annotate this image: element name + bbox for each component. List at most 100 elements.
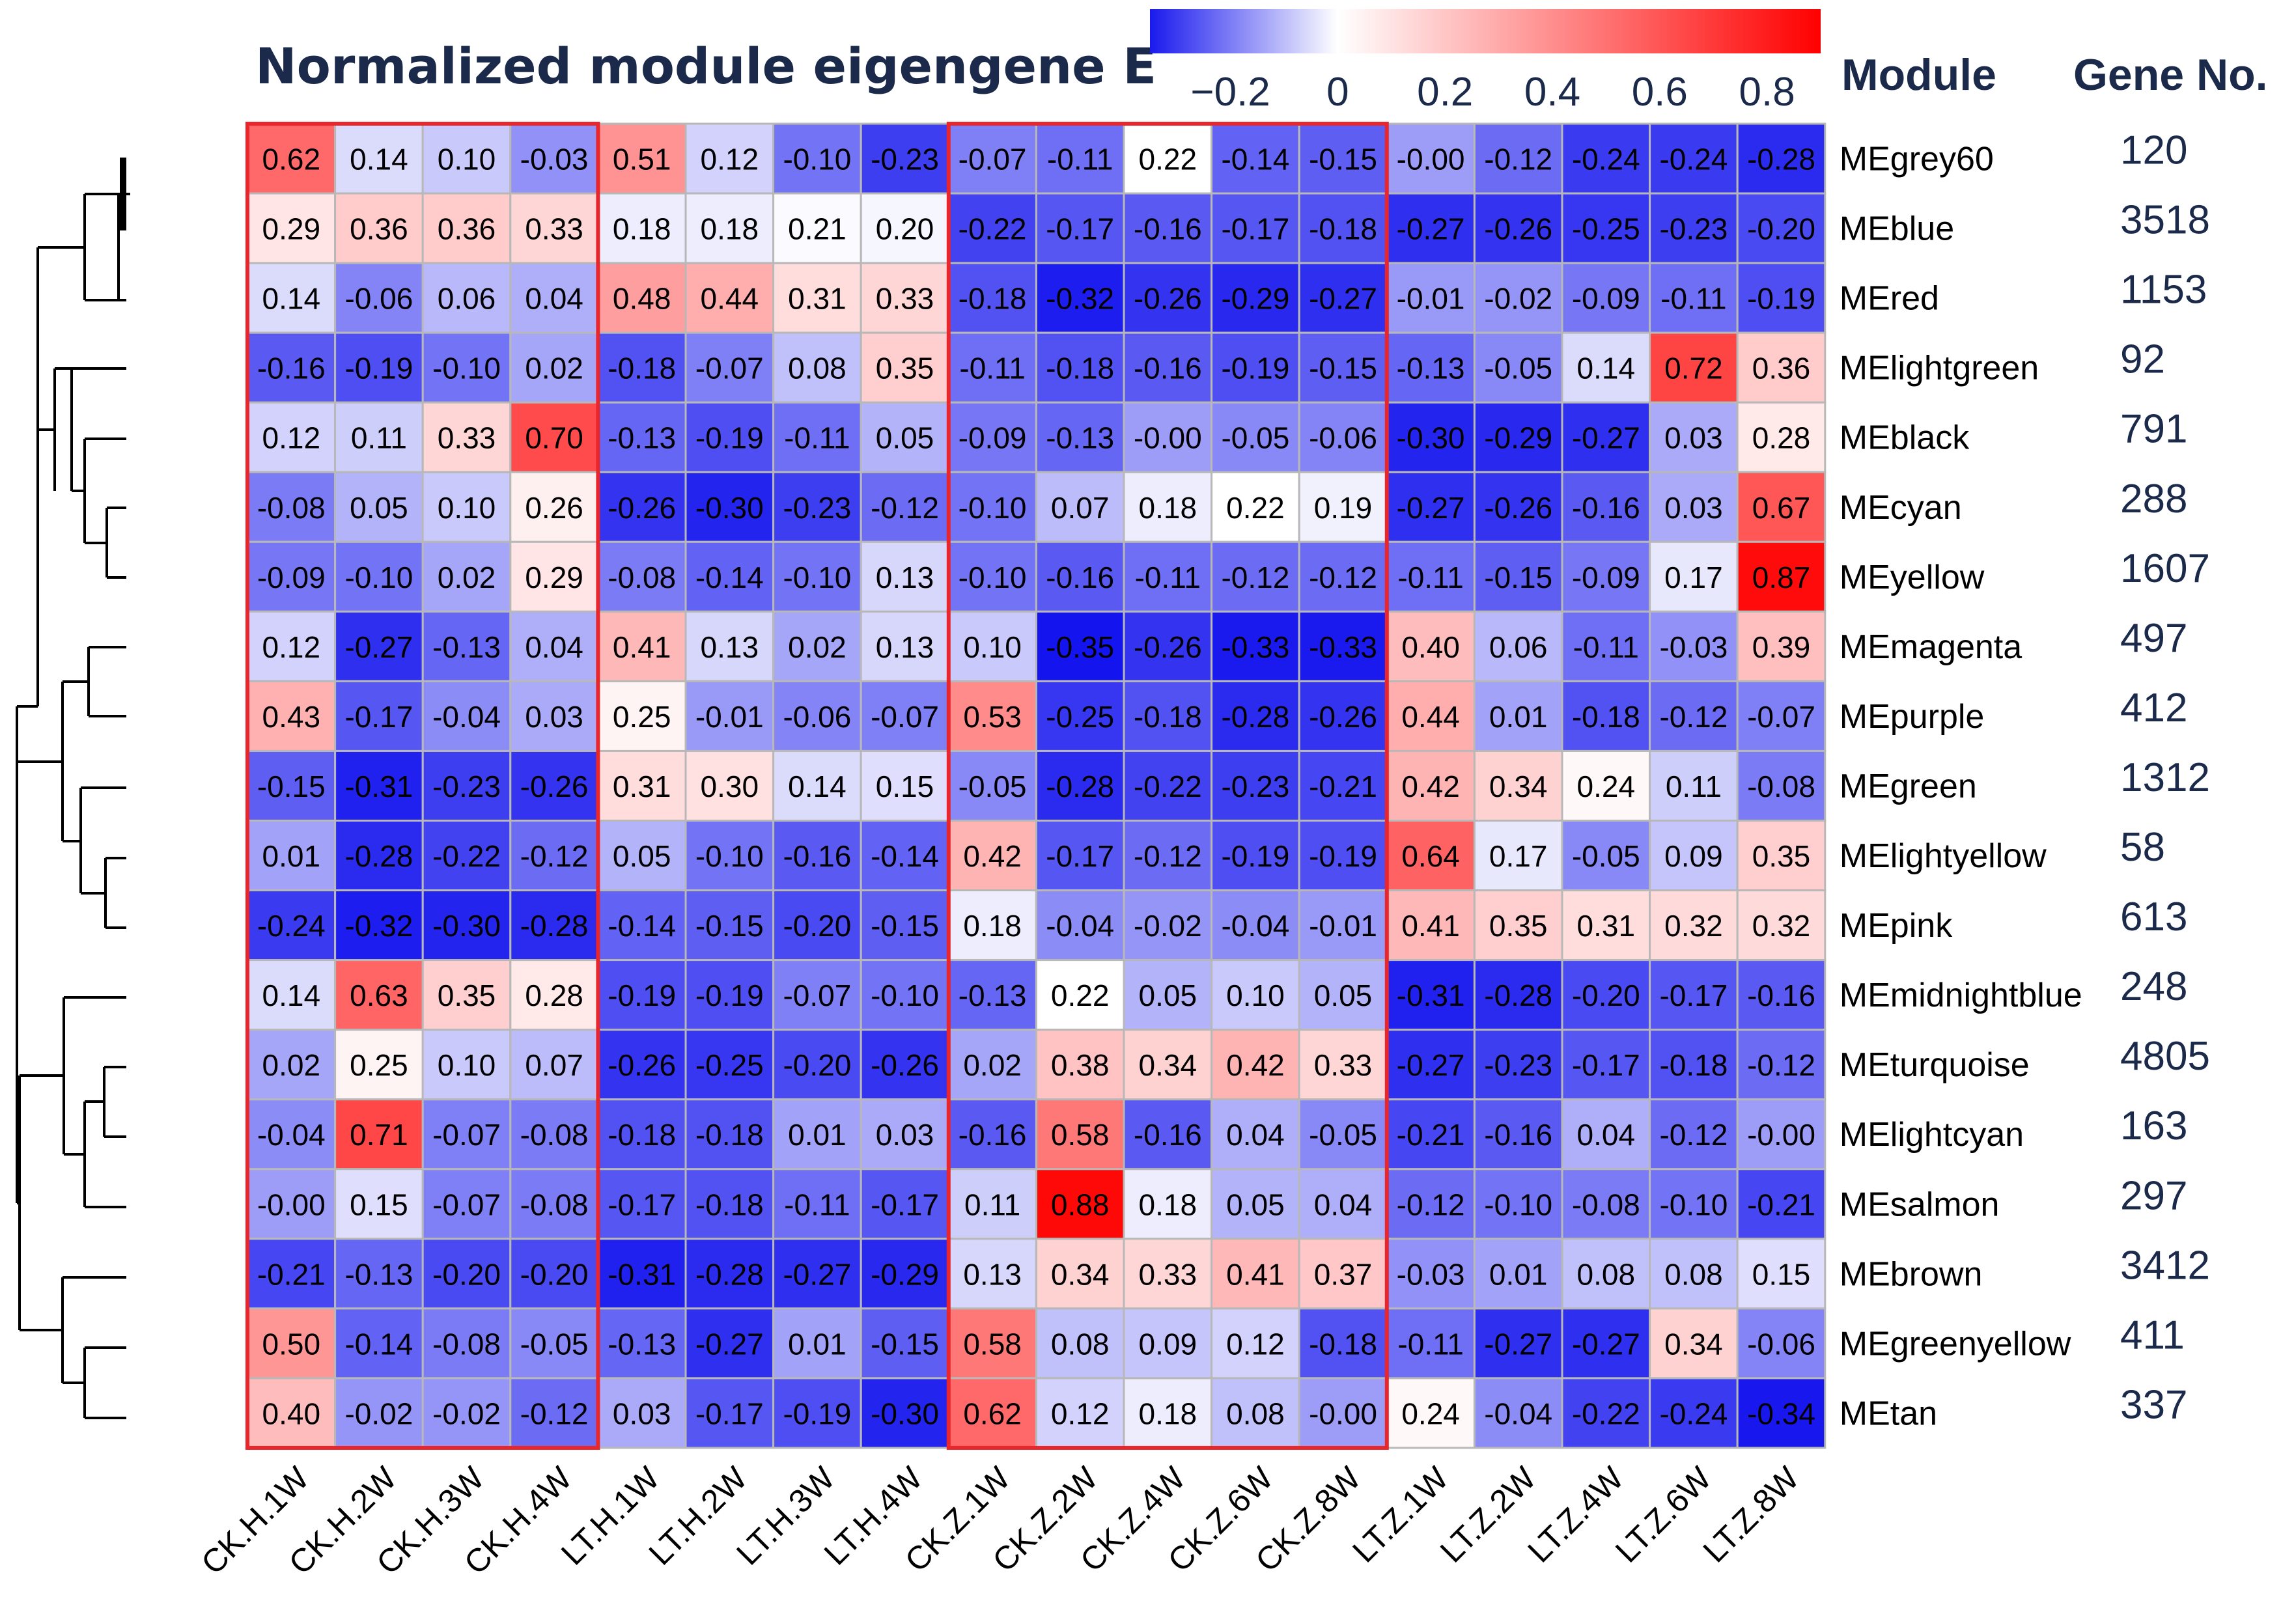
gene-count-label: 411 bbox=[2120, 1312, 2185, 1357]
heatmap-cell bbox=[860, 610, 950, 682]
cell-value-label: -0.18 bbox=[1659, 1048, 1728, 1082]
heatmap-cell bbox=[1736, 610, 1827, 682]
heatmap-cell bbox=[1386, 749, 1476, 822]
cell-value-label: -0.08 bbox=[1747, 770, 1815, 803]
column-label: LT.Z.2W bbox=[1433, 1460, 1543, 1570]
heatmap-cell bbox=[772, 680, 862, 752]
cell-value-label: -0.19 bbox=[1747, 282, 1815, 316]
cell-value-label: -0.05 bbox=[1221, 421, 1289, 455]
cell-value-label: -0.16 bbox=[1046, 561, 1114, 594]
cell-value-label: -0.04 bbox=[1046, 909, 1114, 943]
cell-value-label: 0.04 bbox=[1226, 1118, 1285, 1152]
colorbar-tick-label: 0.6 bbox=[1632, 70, 1688, 115]
cell-value-label: -0.18 bbox=[1309, 212, 1377, 246]
cell-value-label: 0.08 bbox=[1664, 1257, 1723, 1291]
cell-value-label: -0.29 bbox=[1221, 282, 1289, 316]
heatmap-cell bbox=[1298, 471, 1388, 543]
cell-value-label: 0.29 bbox=[262, 212, 321, 246]
cell-value-label: 0.05 bbox=[1139, 979, 1197, 1012]
cell-value-label: -0.10 bbox=[695, 839, 764, 873]
cell-value-label: -0.04 bbox=[257, 1118, 326, 1152]
heatmap-cell bbox=[1649, 1238, 1739, 1310]
cell-value-label: -0.26 bbox=[608, 491, 676, 525]
column-label: LT.Z.8W bbox=[1696, 1460, 1806, 1570]
cell-value-label: -0.16 bbox=[1572, 491, 1640, 525]
cell-value-label: 0.08 bbox=[1226, 1396, 1285, 1430]
cell-value-label: -0.16 bbox=[1747, 979, 1815, 1012]
gene-count-label: 288 bbox=[2120, 477, 2187, 521]
cell-value-label: -0.24 bbox=[1572, 143, 1640, 176]
column-label: LT.Z.1W bbox=[1345, 1460, 1455, 1570]
cell-value-label: -0.17 bbox=[695, 1396, 764, 1430]
heatmap-cell bbox=[509, 1377, 599, 1449]
heatmap-cell bbox=[1386, 471, 1476, 543]
cell-value-label: -0.23 bbox=[1484, 1048, 1552, 1082]
cell-value-label: -0.02 bbox=[344, 1396, 413, 1430]
cell-value-label: -0.31 bbox=[344, 770, 413, 803]
heatmap-cell bbox=[421, 192, 512, 264]
heatmap-cell bbox=[1473, 331, 1563, 404]
heatmap-cell bbox=[1123, 540, 1213, 613]
cell-value-label: -0.23 bbox=[783, 491, 851, 525]
cell-value-label: 0.08 bbox=[1577, 1257, 1636, 1291]
heatmap-cell bbox=[1736, 1029, 1827, 1101]
cell-value-label: -0.19 bbox=[608, 979, 676, 1012]
heatmap-cell bbox=[860, 1377, 950, 1449]
heatmap-cell bbox=[1211, 471, 1300, 543]
cell-value-label: -0.11 bbox=[1135, 561, 1201, 594]
heatmap-cell bbox=[334, 540, 424, 613]
heatmap-cell bbox=[947, 959, 1037, 1031]
heatmap-cell bbox=[947, 1238, 1037, 1310]
heatmap-cell bbox=[684, 1238, 775, 1310]
cell-value-label: 0.09 bbox=[1139, 1327, 1197, 1361]
cell-value-label: -0.07 bbox=[1747, 700, 1815, 734]
heatmap-cell bbox=[421, 1029, 512, 1101]
cell-value-label: -0.16 bbox=[783, 839, 851, 873]
cell-value-label: -0.19 bbox=[695, 979, 764, 1012]
heatmap-cell bbox=[1211, 610, 1300, 682]
heatmap-cell bbox=[421, 680, 512, 752]
cell-value-label: -0.15 bbox=[1484, 561, 1552, 594]
cell-value-label: -0.27 bbox=[1484, 1327, 1552, 1361]
row-label: MEmagenta bbox=[1840, 628, 2022, 666]
heatmap-cell bbox=[334, 401, 424, 473]
heatmap-cell bbox=[1473, 1238, 1563, 1310]
heatmap-cell bbox=[1298, 331, 1388, 404]
cell-value-label: -0.16 bbox=[1134, 212, 1202, 246]
row-label: MEcyan bbox=[1840, 489, 1962, 527]
heatmap-cell bbox=[1123, 1098, 1213, 1171]
cell-value-label: -0.09 bbox=[1572, 561, 1640, 594]
cell-value-label: -0.23 bbox=[871, 143, 939, 176]
cell-value-label: 0.42 bbox=[1401, 770, 1460, 803]
cell-value-label: -0.29 bbox=[871, 1257, 939, 1291]
cell-value-label: 0.13 bbox=[876, 561, 934, 594]
cell-value-label: -0.17 bbox=[608, 1187, 676, 1221]
heatmap-cell bbox=[1386, 1238, 1476, 1310]
column-label: LT.Z.6W bbox=[1608, 1460, 1718, 1570]
cell-value-label: 0.03 bbox=[613, 1396, 671, 1430]
gene-count-label: 3518 bbox=[2120, 198, 2210, 243]
heatmap-cell bbox=[1649, 1377, 1739, 1449]
cell-value-label: 0.05 bbox=[1314, 979, 1373, 1012]
cell-value-label: -0.08 bbox=[432, 1327, 501, 1361]
cell-value-label: -0.12 bbox=[1397, 1187, 1465, 1221]
gene-count-labels: 120 3518 1153 92 791 288 1607 497 412 1312 58 613 24… bbox=[2120, 128, 2210, 1428]
cell-value-label: -0.11 bbox=[784, 1187, 850, 1221]
cell-value-label: -0.25 bbox=[1046, 700, 1114, 734]
cell-value-label: 0.11 bbox=[964, 1187, 1020, 1221]
cell-value-label: -0.01 bbox=[695, 700, 764, 734]
cell-value-label: -0.07 bbox=[695, 352, 764, 385]
cell-value-label: 0.33 bbox=[1314, 1048, 1373, 1082]
cell-value-label: -0.06 bbox=[344, 282, 413, 316]
heatmap-cell bbox=[1561, 680, 1651, 752]
cell-value-label: 0.21 bbox=[788, 212, 847, 246]
heatmap-cell bbox=[1211, 680, 1300, 752]
heatmap-cell bbox=[1736, 1168, 1827, 1240]
heatmap-cell bbox=[509, 192, 599, 264]
cell-value-label: -0.17 bbox=[344, 700, 413, 734]
cell-value-label: -0.28 bbox=[520, 909, 589, 943]
heatmap-cell bbox=[1561, 1377, 1651, 1449]
cell-value-label: 0.30 bbox=[701, 770, 759, 803]
colorbar-tick-label: −0.2 bbox=[1190, 70, 1270, 115]
gene-count-label: 1312 bbox=[2120, 755, 2210, 800]
